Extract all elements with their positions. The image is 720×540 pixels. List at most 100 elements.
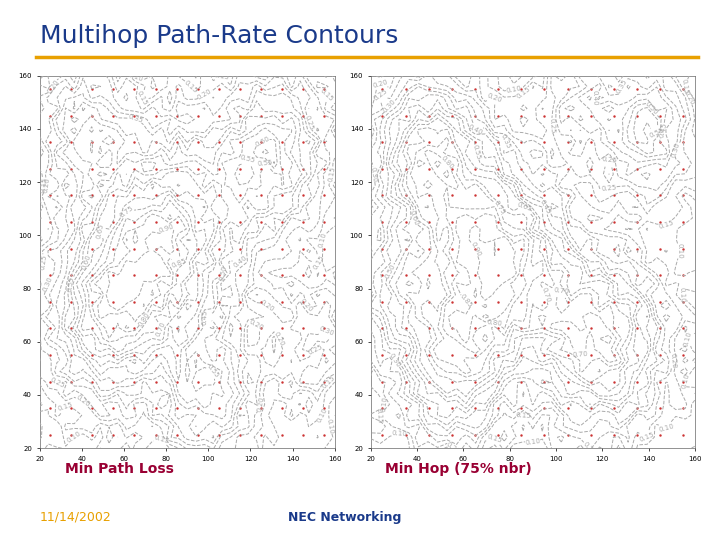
Text: 0.10: 0.10 — [677, 243, 683, 259]
Text: 0.15: 0.15 — [658, 220, 675, 230]
Text: 0.60: 0.60 — [81, 253, 92, 271]
Text: 0.80: 0.80 — [137, 311, 150, 327]
Text: Multihop Path-Rate Contours: Multihop Path-Rate Contours — [40, 24, 398, 48]
Text: 0.75: 0.75 — [492, 199, 505, 215]
Text: 0.35: 0.35 — [615, 78, 629, 95]
Text: 0.15: 0.15 — [183, 79, 198, 94]
Text: 0.50: 0.50 — [384, 262, 396, 279]
Text: 0.80: 0.80 — [487, 319, 503, 327]
Text: 0.20: 0.20 — [372, 78, 389, 89]
Text: 0.25: 0.25 — [49, 376, 66, 389]
Text: 0.30: 0.30 — [388, 352, 402, 369]
Text: 0.55: 0.55 — [67, 276, 75, 292]
Text: 0.15: 0.15 — [516, 412, 531, 419]
Text: 0.55: 0.55 — [472, 144, 481, 160]
Text: 0.25: 0.25 — [303, 114, 314, 131]
Text: 0.20: 0.20 — [42, 177, 51, 193]
Text: 0.40: 0.40 — [592, 90, 598, 105]
Text: 0.10: 0.10 — [678, 287, 685, 303]
Text: 0.15: 0.15 — [136, 89, 148, 106]
Text: 0.20: 0.20 — [446, 441, 462, 455]
Text: 0.15: 0.15 — [486, 434, 503, 444]
Text: 0.45: 0.45 — [659, 122, 668, 139]
Text: 0.20: 0.20 — [683, 89, 696, 106]
Text: 0.80: 0.80 — [439, 154, 454, 171]
Text: 0.30: 0.30 — [370, 166, 378, 183]
Text: 0.10: 0.10 — [381, 396, 389, 413]
Text: 0.25: 0.25 — [549, 117, 555, 133]
Text: 0.65: 0.65 — [516, 201, 533, 213]
Text: 0.90: 0.90 — [158, 224, 175, 234]
Text: 0.35: 0.35 — [500, 133, 512, 150]
Text: 0.70: 0.70 — [156, 320, 167, 338]
Text: 0.30: 0.30 — [670, 141, 681, 158]
Text: 0.20: 0.20 — [75, 394, 91, 408]
Text: 0.40: 0.40 — [467, 124, 484, 137]
Text: 0.25: 0.25 — [601, 157, 617, 164]
Text: 0.45: 0.45 — [202, 309, 208, 325]
Text: 0.10: 0.10 — [66, 430, 82, 444]
Text: 0.20: 0.20 — [273, 330, 285, 347]
Text: 0.50: 0.50 — [644, 101, 659, 116]
Text: 0.50: 0.50 — [219, 265, 228, 281]
Text: 0.15: 0.15 — [680, 78, 689, 94]
Text: Min Path Loss: Min Path Loss — [65, 462, 174, 476]
Text: 0.20: 0.20 — [486, 92, 503, 103]
Text: 0.15: 0.15 — [214, 72, 230, 80]
Text: 0.55: 0.55 — [257, 159, 274, 167]
Text: 0.20: 0.20 — [46, 78, 60, 94]
Text: 0.20: 0.20 — [256, 396, 265, 413]
Text: 0.10: 0.10 — [325, 418, 334, 435]
Text: 0.85: 0.85 — [170, 258, 187, 269]
Text: 0.15: 0.15 — [312, 254, 325, 270]
Text: 0.90: 0.90 — [469, 240, 482, 257]
Text: 0.55: 0.55 — [649, 126, 665, 139]
Text: 0.55: 0.55 — [206, 363, 220, 379]
Text: 0.20: 0.20 — [669, 353, 676, 368]
Text: NEC Networking: NEC Networking — [288, 511, 401, 524]
Text: 0.15: 0.15 — [375, 407, 382, 423]
Text: 0.45: 0.45 — [539, 199, 552, 215]
Text: 0.60: 0.60 — [254, 135, 271, 147]
Text: 0.10: 0.10 — [127, 72, 143, 83]
Text: 0.10: 0.10 — [318, 232, 328, 248]
Text: 0.20: 0.20 — [582, 440, 596, 456]
Text: 0.85: 0.85 — [459, 293, 473, 309]
Text: 0.75: 0.75 — [118, 204, 135, 218]
Text: 0.70: 0.70 — [572, 350, 588, 357]
Text: 0.40: 0.40 — [232, 255, 248, 269]
Text: 0.15: 0.15 — [318, 88, 334, 103]
Text: 0.10: 0.10 — [658, 423, 675, 433]
Text: 0.15: 0.15 — [58, 401, 74, 411]
Text: 0.15: 0.15 — [328, 166, 336, 183]
Text: 0.65: 0.65 — [96, 222, 105, 239]
Text: 0.60: 0.60 — [409, 210, 419, 226]
Text: 0.10: 0.10 — [505, 85, 522, 94]
Text: 0.35: 0.35 — [127, 113, 143, 124]
Text: 0.70: 0.70 — [553, 287, 570, 295]
Text: Min Hop (75% nbr): Min Hop (75% nbr) — [385, 462, 532, 476]
Text: 0.15: 0.15 — [639, 431, 655, 443]
Text: 0.20: 0.20 — [197, 88, 213, 101]
Text: 0.10: 0.10 — [316, 407, 329, 424]
Text: 0.20: 0.20 — [248, 319, 265, 331]
Text: 0.25: 0.25 — [601, 184, 617, 192]
Text: 0.20: 0.20 — [259, 299, 275, 313]
Text: 0.15: 0.15 — [516, 86, 531, 100]
Text: 0.25: 0.25 — [307, 343, 324, 356]
Text: 0.10: 0.10 — [680, 373, 690, 389]
Text: 0.30: 0.30 — [42, 275, 54, 292]
Text: 0.30: 0.30 — [318, 326, 335, 337]
Text: 0.25: 0.25 — [40, 254, 48, 270]
Text: 0.10: 0.10 — [391, 430, 408, 437]
Text: 0.10: 0.10 — [683, 330, 693, 347]
Text: 0.20: 0.20 — [299, 298, 314, 314]
Text: 0.15: 0.15 — [40, 177, 48, 193]
Text: 0.70: 0.70 — [540, 286, 551, 303]
Text: 0.15: 0.15 — [321, 375, 336, 390]
Text: 0.10: 0.10 — [525, 438, 541, 447]
Text: 0.55: 0.55 — [240, 154, 256, 164]
Text: 0.15: 0.15 — [153, 434, 169, 444]
Text: 0.30: 0.30 — [382, 98, 397, 114]
Text: 11/14/2002: 11/14/2002 — [40, 511, 112, 524]
